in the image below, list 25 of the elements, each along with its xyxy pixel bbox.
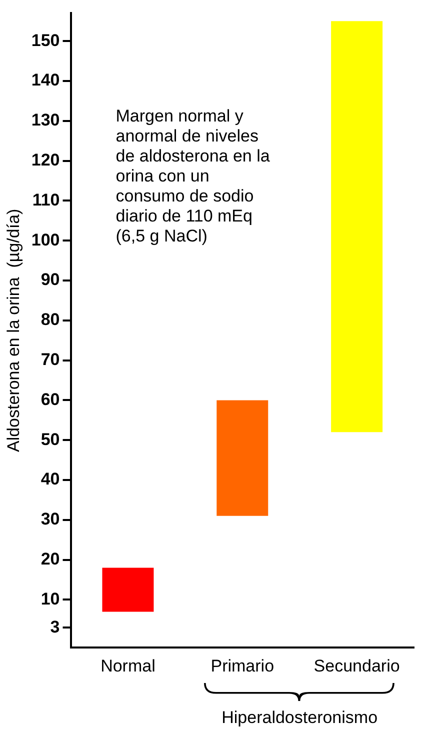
y-tick-label: 50	[40, 430, 60, 449]
y-tick-label: 60	[40, 390, 60, 409]
annotation: Margen normal y anormal de niveles de aldosterona en la orina con un consumo de sodio diario de 110 mEq (6,5 g NaCl)	[116, 106, 270, 246]
y-tick-label: 40	[40, 470, 60, 489]
y-tick-label: 30	[40, 510, 60, 529]
y-axis-title: Aldosterona en la orina (µg/día)	[4, 208, 23, 452]
y-tick-label: 20	[40, 550, 60, 569]
y-tick-label: 90	[40, 270, 60, 290]
bar	[331, 21, 383, 432]
y-tick-label: 120	[31, 150, 60, 170]
y-tick-label: 110	[32, 190, 60, 210]
bar	[102, 568, 154, 612]
bar	[216, 400, 268, 516]
y-tick-label: 10	[40, 589, 60, 608]
y-tick-label: 80	[40, 310, 60, 330]
y-tick-label: 150	[31, 30, 60, 50]
y-tick-label: 140	[31, 70, 60, 90]
y-tick-label: 70	[40, 350, 60, 370]
y-tick-label: 130	[31, 110, 60, 130]
x-tick-label: Secundario	[314, 656, 400, 676]
y-tick-label: 100	[31, 230, 60, 250]
x-tick-label: Primario	[210, 656, 274, 676]
y-tick-label: 3	[50, 617, 60, 636]
x-tick-label: Normal	[100, 656, 156, 676]
text: Hiperaldosteronismo	[220, 708, 379, 728]
